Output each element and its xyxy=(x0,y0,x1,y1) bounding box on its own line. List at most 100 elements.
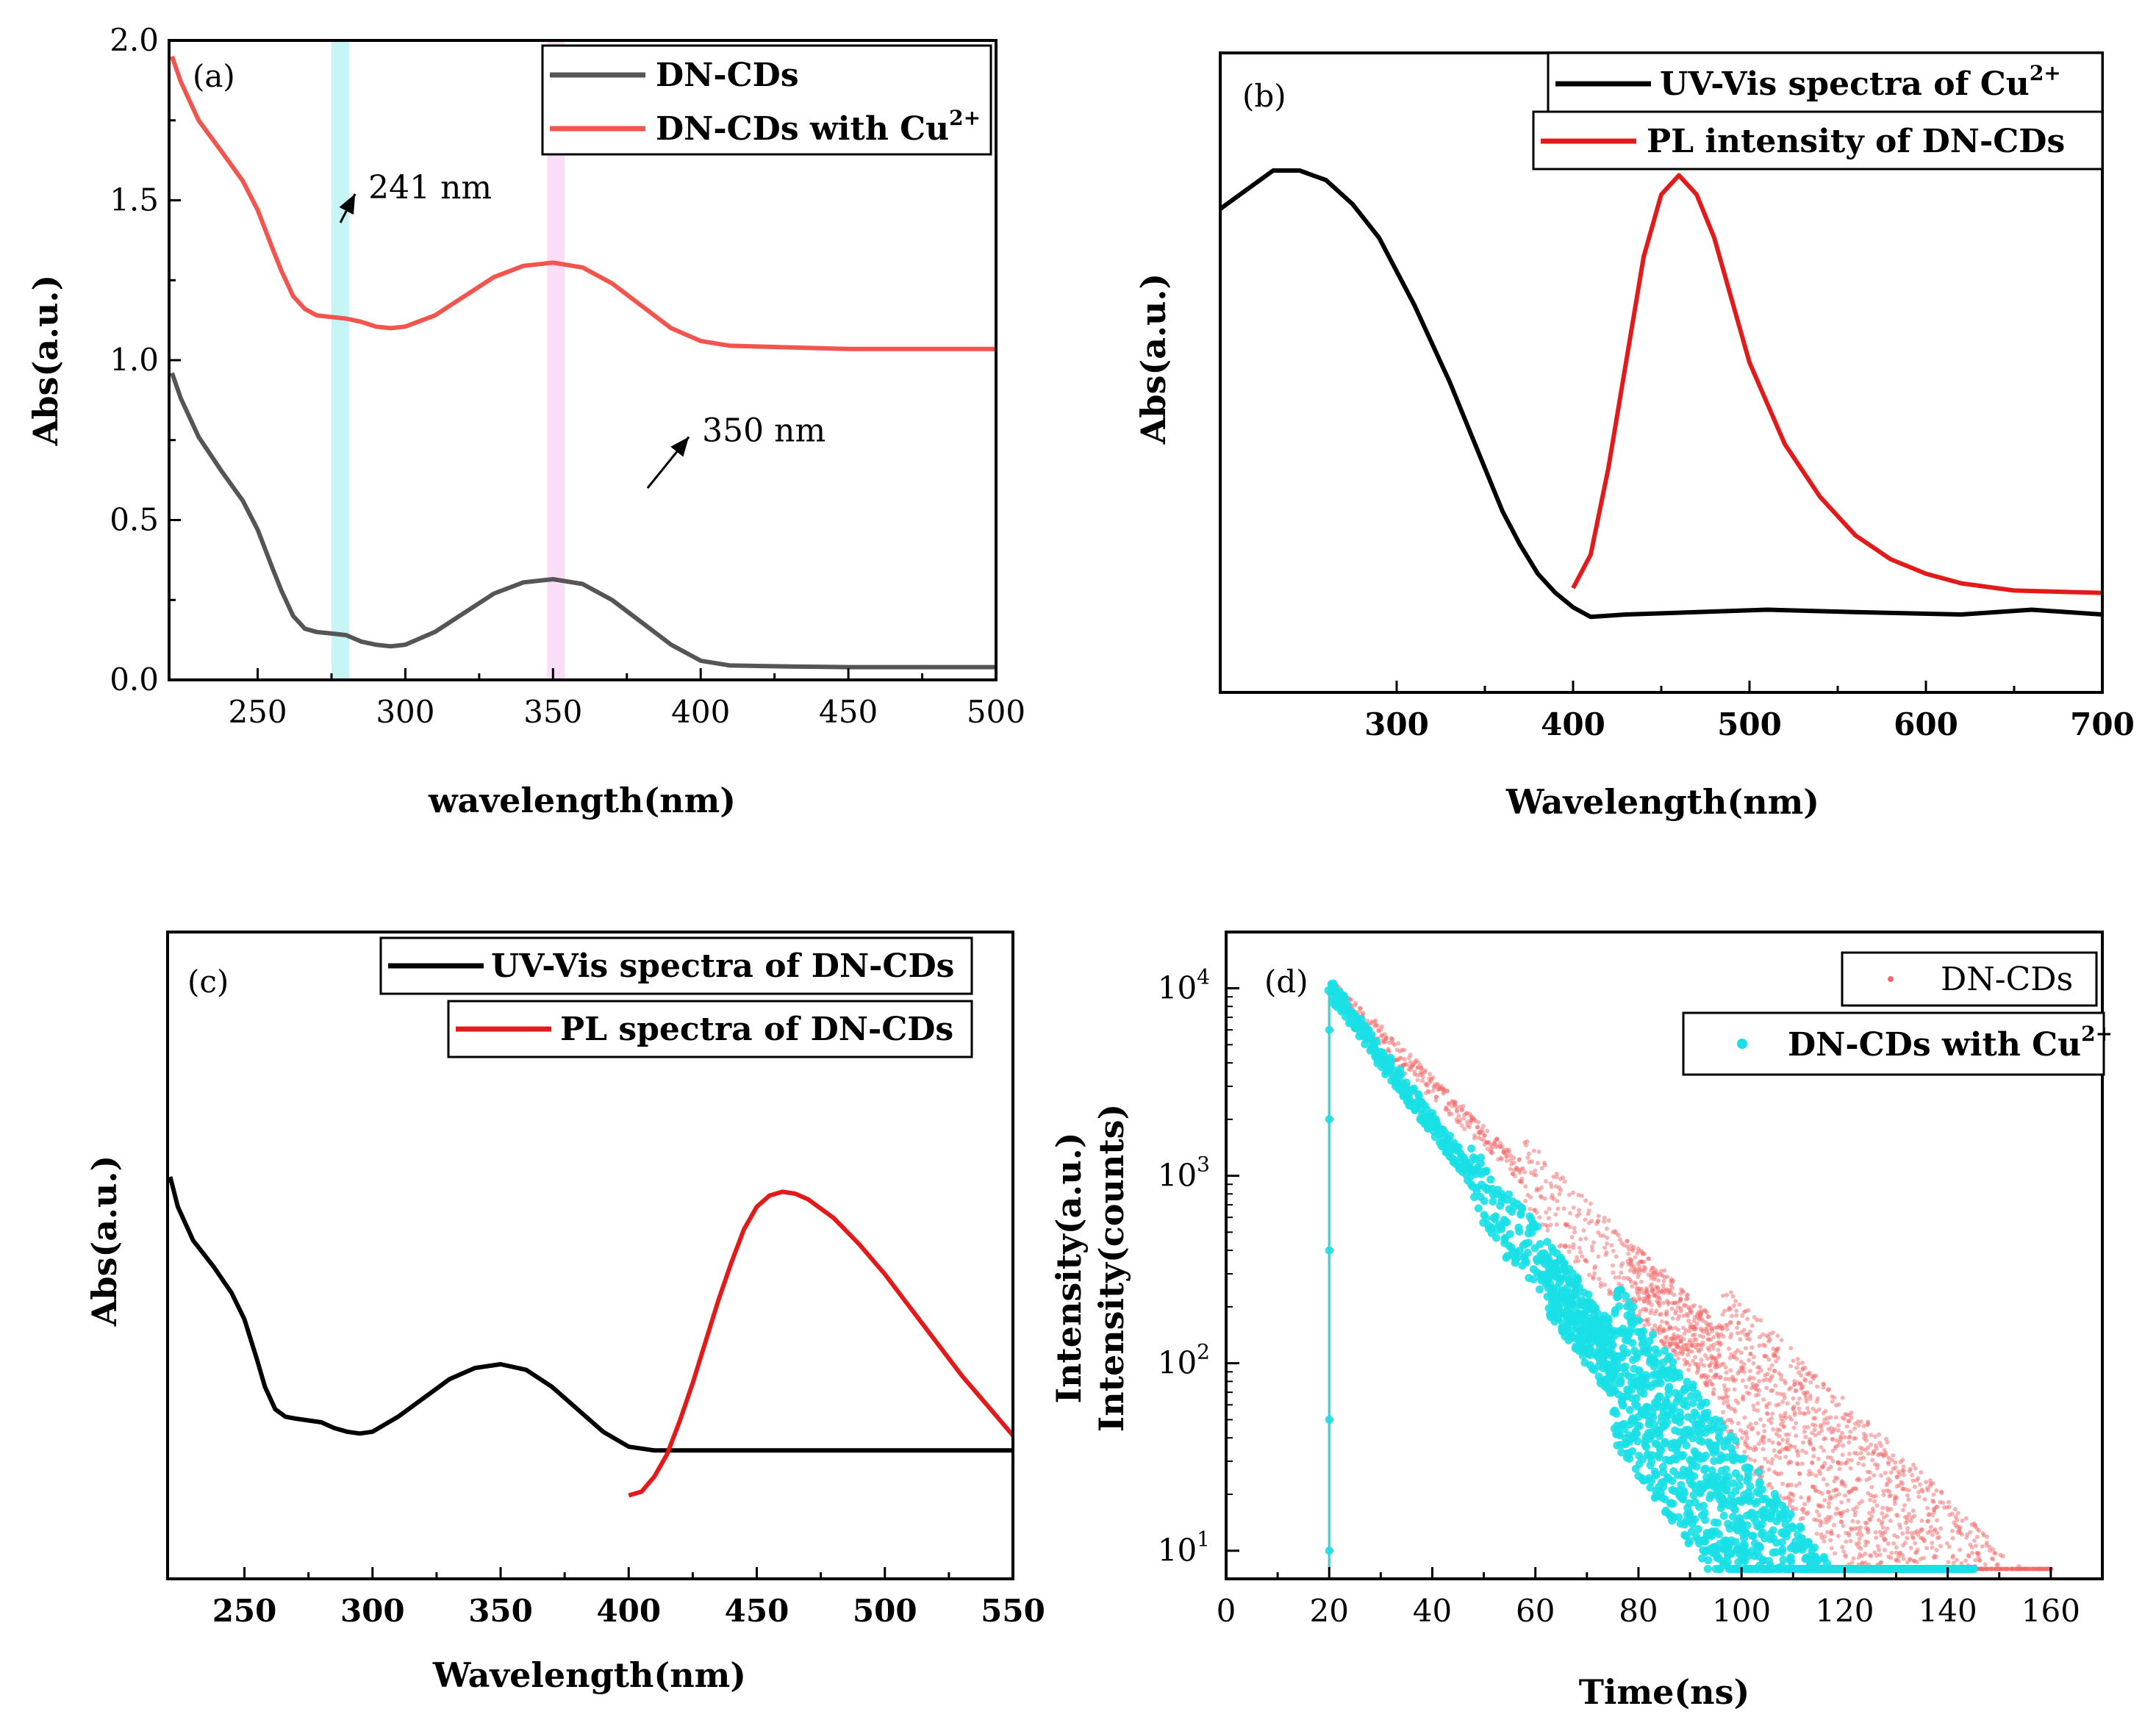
point-d-0-337 xyxy=(1534,1210,1539,1215)
point-d-0-1554 xyxy=(1847,1533,1852,1538)
point-d-0-543 xyxy=(1636,1271,1641,1276)
point-d-0-2074 xyxy=(1985,1534,1990,1539)
point-d-0-1410 xyxy=(1818,1471,1823,1476)
point-d-0-418 xyxy=(1586,1211,1591,1216)
annotation-arrowhead-1 xyxy=(670,437,690,457)
point-d-0-1231 xyxy=(1779,1373,1784,1378)
point-d-0-1487 xyxy=(1832,1479,1837,1484)
point-d-1-1189 xyxy=(1716,1417,1725,1426)
point-d-0-1186 xyxy=(1770,1457,1775,1462)
point-d-0-1536 xyxy=(1844,1539,1849,1544)
point-d-0-362 xyxy=(1552,1196,1557,1201)
point-d-0-1518 xyxy=(1840,1430,1845,1436)
point-d-0-1793 xyxy=(1900,1531,1905,1536)
point-d-0-391 xyxy=(1567,1225,1572,1230)
point-d-0-854 xyxy=(1702,1363,1707,1368)
point-d-1-776 xyxy=(1629,1302,1638,1311)
point-d-0-1717 xyxy=(1881,1492,1886,1497)
point-d-0-1429 xyxy=(1821,1477,1826,1482)
point-d-0-2141 xyxy=(2018,1566,2023,1571)
point-d-0-1158 xyxy=(1765,1372,1770,1377)
point-d-0-1362 xyxy=(1805,1510,1811,1515)
point-d-0-457 xyxy=(1610,1263,1615,1268)
point-d-0-1475 xyxy=(1830,1495,1835,1500)
point-d-0-443 xyxy=(1602,1219,1607,1224)
point-d-0-801 xyxy=(1691,1302,1697,1308)
point-d-0-1801 xyxy=(1900,1508,1905,1513)
point-d-0-1705 xyxy=(1879,1560,1884,1565)
point-d-1-1110 xyxy=(1698,1437,1707,1446)
point-d-1-313 xyxy=(1518,1204,1527,1213)
point-d-0-968 xyxy=(1725,1399,1730,1404)
point-d-0-1036 xyxy=(1740,1378,1745,1383)
point-d-0-1092 xyxy=(1751,1376,1756,1381)
point-d-0-313 xyxy=(1519,1176,1525,1181)
point-d-1-691 xyxy=(1611,1309,1619,1318)
point-d-0-1441 xyxy=(1823,1436,1828,1441)
point-d-0-1686 xyxy=(1875,1463,1880,1468)
point-d-0-1273 xyxy=(1788,1386,1794,1391)
point-d-0-1005 xyxy=(1732,1387,1737,1392)
series-c-0 xyxy=(168,1176,1013,1453)
point-d-0-1402 xyxy=(1814,1518,1819,1523)
point-d-1-733 xyxy=(1620,1424,1629,1433)
point-d-0-1235 xyxy=(1780,1400,1786,1405)
point-d-1-902 xyxy=(1655,1432,1664,1441)
point-d-0-1912 xyxy=(1931,1492,1936,1497)
point-d-0-762 xyxy=(1682,1331,1687,1336)
point-d-0-1043 xyxy=(1741,1327,1747,1333)
point-d-0-130 xyxy=(1408,1053,1413,1058)
point-d-0-1083 xyxy=(1748,1422,1753,1427)
point-d-0-339 xyxy=(1536,1150,1541,1155)
point-d-1-305 xyxy=(1513,1253,1522,1262)
point-d-0-500 xyxy=(1627,1268,1633,1273)
point-d-0-1462 xyxy=(1826,1466,1831,1472)
point-d-0-291 xyxy=(1506,1147,1511,1153)
point-d-0-1329 xyxy=(1801,1440,1806,1445)
xtick-label-a-5: 500 xyxy=(967,694,1025,730)
point-d-0-1670 xyxy=(1872,1473,1877,1478)
point-d-0-1534 xyxy=(1841,1510,1846,1515)
point-d-0-353 xyxy=(1545,1228,1550,1233)
point-d-0-1659 xyxy=(1868,1517,1873,1522)
point-d-0-1823 xyxy=(1906,1497,1911,1502)
point-d-0-258 xyxy=(1485,1146,1490,1151)
point-d-0-1530 xyxy=(1841,1523,1846,1528)
point-d-0-1258 xyxy=(1786,1432,1791,1437)
point-d-0-462 xyxy=(1613,1275,1618,1280)
point-d-1-1405 xyxy=(1769,1526,1777,1535)
point-d-0-1032 xyxy=(1738,1350,1744,1355)
point-d-0-1361 xyxy=(1805,1405,1810,1411)
point-d-1-711 xyxy=(1616,1377,1625,1386)
point-d-1-1518 xyxy=(1810,1543,1819,1552)
point-d-0-315 xyxy=(1522,1169,1528,1175)
point-d-0-1817 xyxy=(1905,1493,1910,1498)
point-d-0-1839 xyxy=(1911,1462,1916,1467)
point-d-0-1558 xyxy=(1847,1451,1852,1456)
point-d-0-1646 xyxy=(1866,1530,1871,1535)
point-d-1-944 xyxy=(1663,1417,1672,1426)
point-d-0-224 xyxy=(1465,1119,1470,1125)
point-d-0-314 xyxy=(1520,1166,1525,1171)
xtick-label-c-3: 400 xyxy=(596,1593,661,1629)
panel-d-frame xyxy=(1225,931,2104,1580)
point-d-0-1351 xyxy=(1804,1399,1809,1404)
xtick-label-d-6: 120 xyxy=(1815,1593,1874,1629)
point-d-0-1007 xyxy=(1734,1313,1739,1318)
legend-label-dn-cds-cu: DN-CDs with Cu2+ xyxy=(656,106,981,148)
panel-b: 300 400 500 600 700 (b) Wavelength(nm) Abs(a… xyxy=(1133,51,2135,822)
point-d-0-1282 xyxy=(1790,1505,1795,1510)
legend-label-pl-spectra: PL spectra of DN-CDs xyxy=(560,1011,953,1048)
point-d-0-844 xyxy=(1699,1347,1704,1352)
point-d-0-1927 xyxy=(1935,1518,1940,1523)
point-d-0-1610 xyxy=(1859,1499,1864,1504)
point-d-0-1359 xyxy=(1806,1410,1811,1415)
point-d-0-731 xyxy=(1677,1314,1682,1319)
annotation-label-0: 241 nm xyxy=(368,169,492,207)
point-d-0-1322 xyxy=(1799,1373,1804,1378)
point-d-1-1229 xyxy=(1724,1472,1733,1481)
point-d-0-959 xyxy=(1724,1292,1729,1297)
point-d-1-1370 xyxy=(1758,1485,1766,1494)
point-d-0-1159 xyxy=(1766,1459,1771,1464)
point-d-0-790 xyxy=(1689,1349,1694,1354)
